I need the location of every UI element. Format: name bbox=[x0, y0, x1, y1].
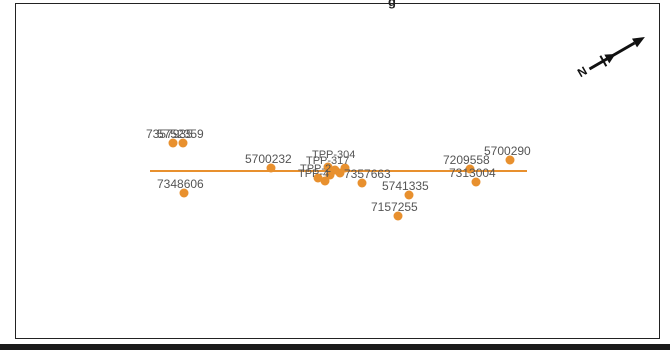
point-marker-cluster-f[interactable] bbox=[340, 163, 350, 173]
point-label: TPP-2 bbox=[300, 163, 331, 175]
point-labels: 7357935 5752359 7348606 5700232 TPP-304 … bbox=[146, 127, 531, 214]
point-marker-5741335[interactable] bbox=[404, 190, 414, 200]
point-label: 5752359 bbox=[157, 127, 204, 141]
north-label: N bbox=[575, 64, 590, 80]
point-label: 7209558 bbox=[443, 153, 490, 167]
point-label: TPP-4 bbox=[298, 168, 329, 180]
point-label: TPP-317 bbox=[306, 155, 349, 167]
point-marker-7209558[interactable] bbox=[465, 164, 475, 174]
point-label: 5700290 bbox=[484, 144, 531, 158]
map-frame bbox=[15, 3, 660, 339]
point-label: 7313004 bbox=[449, 166, 496, 180]
map-title: g bbox=[388, 0, 396, 9]
point-label: TPP-304 bbox=[312, 149, 355, 161]
point-label: 5700232 bbox=[245, 152, 292, 166]
point-marker-7348606[interactable] bbox=[179, 188, 189, 198]
point-marker-7357935[interactable] bbox=[168, 138, 178, 148]
point-marker-cluster-b[interactable] bbox=[320, 176, 330, 186]
point-label: 7348606 bbox=[157, 177, 204, 191]
point-marker-cluster-a[interactable] bbox=[313, 173, 323, 183]
point-marker-5752359[interactable] bbox=[178, 138, 188, 148]
north-arrow-icon bbox=[588, 37, 645, 71]
point-marker-cluster-g[interactable] bbox=[323, 162, 333, 172]
point-label: 7357935 bbox=[146, 127, 193, 141]
point-marker-5700232[interactable] bbox=[266, 163, 276, 173]
point-label: 7357663 bbox=[344, 167, 391, 181]
point-marker-7357663[interactable] bbox=[357, 178, 367, 188]
point-marker-5700290[interactable] bbox=[505, 155, 515, 165]
point-marker-7313004[interactable] bbox=[471, 177, 481, 187]
bottom-bar bbox=[0, 344, 670, 350]
point-markers[interactable] bbox=[168, 138, 515, 221]
point-label: 7157255 bbox=[371, 200, 418, 214]
point-marker-7157255[interactable] bbox=[393, 211, 403, 221]
point-label: 5741335 bbox=[382, 179, 429, 193]
